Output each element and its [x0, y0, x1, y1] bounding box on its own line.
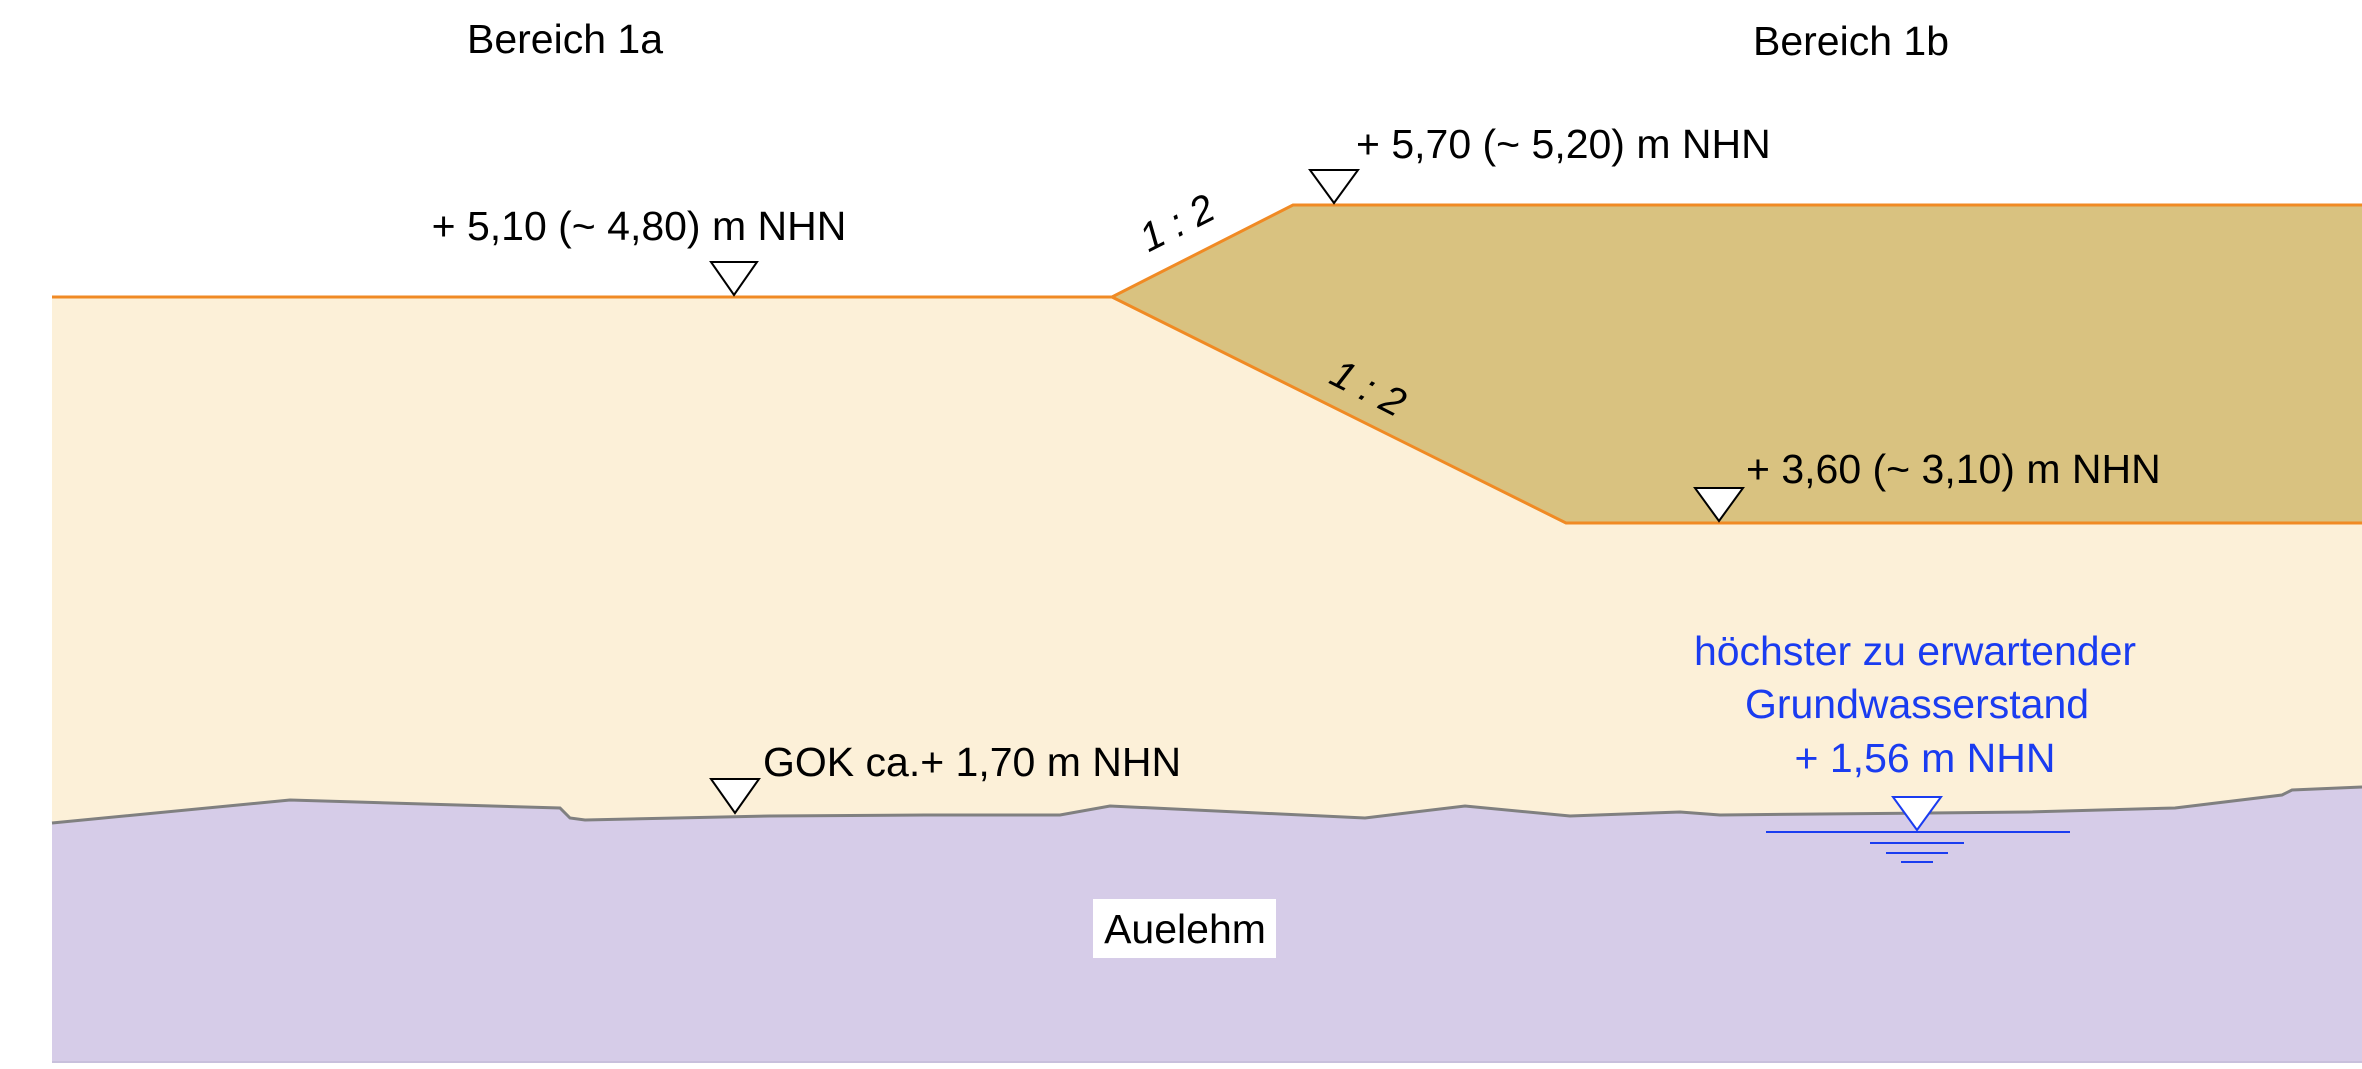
level-marker-fill-top-left-icon	[709, 261, 759, 297]
fill-layer-dark	[1112, 205, 2362, 523]
clay-label: Auelehm	[1104, 906, 1266, 952]
level-marker-ground-icon	[709, 778, 761, 815]
section-label-right: Bereich 1b	[1753, 18, 1949, 64]
section-label-left: Bereich 1a	[467, 16, 663, 62]
level-label-fill-top-right: + 5,70 (~ 5,20) m NHN	[1356, 121, 1771, 167]
level-marker-fill-base-icon	[1693, 487, 1745, 523]
fill-surface-line	[52, 203, 2362, 299]
clay-label-background	[1093, 899, 1276, 958]
level-label-fill-base-right: + 3,60 (~ 3,10) m NHN	[1746, 446, 2161, 492]
dark-fill-base-line	[1111, 295, 2362, 525]
level-label-fill-top-left: + 5,10 (~ 4,80) m NHN	[432, 203, 847, 249]
groundwater-label-line3: + 1,56 m NHN	[1795, 735, 2056, 781]
groundwater-label-line1: höchster zu erwartender	[1694, 628, 2136, 674]
level-marker-fill-top-right-icon	[1308, 169, 1360, 205]
level-label-ground: GOK ca.+ 1,70 m NHN	[763, 739, 1181, 785]
groundwater-level-icon	[1766, 796, 2070, 863]
groundwater-label-line2: Grundwasserstand	[1745, 681, 2089, 727]
ground-surface-line	[51, 785, 2362, 825]
